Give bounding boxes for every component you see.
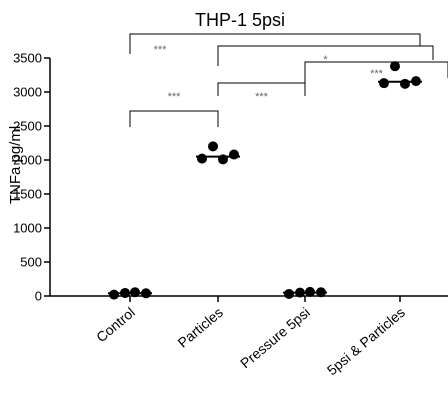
data-point [130, 287, 140, 298]
data-point [295, 287, 305, 298]
y-ticks: 0 500 1000 1500 2000 2500 3000 3500 [13, 51, 50, 304]
x-tick-label: Particles [175, 304, 226, 351]
y-axis-label: TNFa pg/ml [7, 126, 24, 204]
data-point [197, 153, 207, 164]
significance-bracket [129, 33, 421, 54]
data-point [316, 287, 326, 298]
significance-label: *** [370, 68, 384, 80]
chart-title: THP-1 5psi [195, 10, 285, 30]
significance-label: *** [168, 91, 182, 103]
y-tick-label: 0 [35, 289, 42, 304]
data-point [141, 288, 151, 299]
significance-bracket [304, 61, 448, 96]
significance-bracket [129, 110, 219, 127]
y-tick-label: 3000 [13, 85, 42, 100]
data-point [390, 61, 400, 72]
mean-lines [108, 80, 422, 295]
data-point [229, 149, 239, 160]
significance-label: * [323, 54, 328, 66]
y-tick-label: 2000 [13, 153, 42, 168]
y-tick-label: 1500 [13, 187, 42, 202]
x-tick-label: Pressure 5psi [237, 304, 313, 371]
y-tick-label: 1000 [13, 221, 42, 236]
data-point [208, 141, 218, 152]
data-point [109, 289, 119, 300]
significance-bracket [217, 45, 434, 66]
data-point [379, 78, 389, 89]
x-ticks: Control Particles Pressure 5psi 5psi & Part… [93, 296, 408, 378]
data-point [284, 288, 294, 299]
data-point [120, 287, 130, 298]
x-tick-label: Control [93, 304, 138, 345]
data-point [305, 286, 315, 297]
data-points [109, 61, 421, 300]
x-tick-label: 5psi & Particles [324, 304, 408, 378]
data-point [400, 78, 410, 89]
data-point [411, 76, 421, 87]
significance-label: *** [255, 91, 269, 103]
data-point [218, 154, 228, 165]
y-tick-label: 500 [20, 255, 42, 270]
significance-bracket [217, 82, 306, 96]
y-tick-label: 2500 [13, 119, 42, 134]
y-tick-label: 3500 [13, 51, 42, 66]
significance-label: *** [154, 44, 168, 56]
significance-brackets: ********** *** [129, 33, 448, 127]
